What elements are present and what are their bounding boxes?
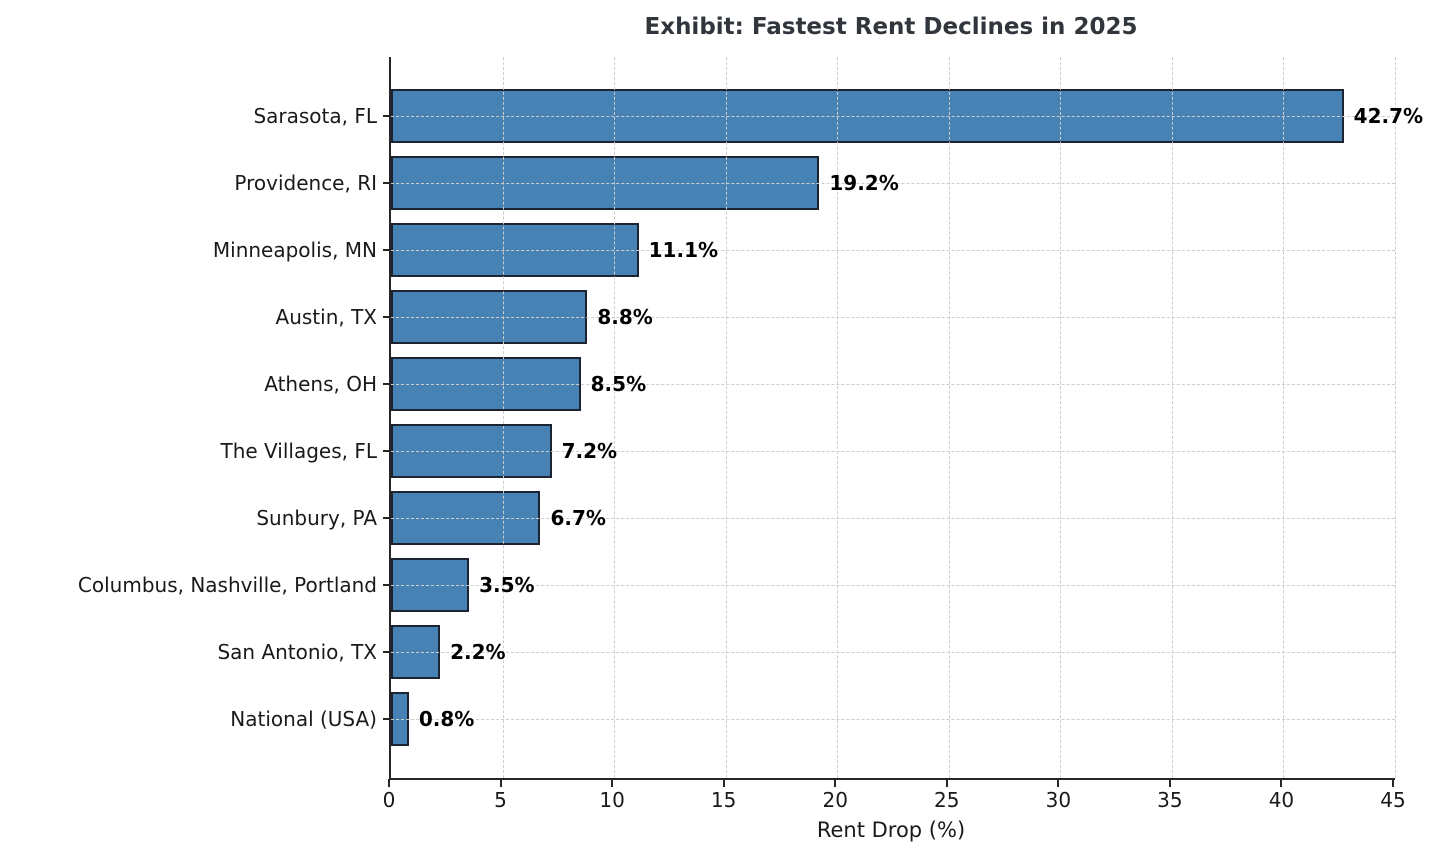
y-axis-tick xyxy=(383,249,389,251)
x-axis-tick xyxy=(945,779,948,787)
y-axis-tick xyxy=(383,115,389,117)
x-tick-label: 25 xyxy=(934,788,960,812)
category-label: The Villages, FL xyxy=(220,439,377,463)
vertical-gridline xyxy=(502,57,504,778)
y-axis-tick xyxy=(383,316,389,318)
x-axis-tick xyxy=(1057,779,1060,787)
vertical-gridline xyxy=(948,57,950,778)
y-axis-tick xyxy=(383,584,389,586)
category-label: Sarasota, FL xyxy=(253,104,377,128)
y-axis-tick xyxy=(383,517,389,519)
vertical-gridline xyxy=(614,57,616,778)
x-tick-label: 35 xyxy=(1157,788,1183,812)
vertical-gridline xyxy=(1060,57,1062,778)
x-axis-tick xyxy=(1280,779,1283,787)
category-label: National (USA) xyxy=(230,707,377,731)
vertical-gridline xyxy=(1395,57,1396,778)
x-axis-label: Rent Drop (%) xyxy=(816,818,966,842)
vertical-gridline xyxy=(725,57,727,778)
bar-value-label: 11.1% xyxy=(648,238,719,262)
horizontal-gridline xyxy=(391,719,1395,720)
y-axis-tick xyxy=(383,450,389,452)
x-axis-tick xyxy=(611,779,614,787)
horizontal-gridline xyxy=(391,384,1395,385)
horizontal-gridline xyxy=(391,451,1395,452)
bar-value-label: 42.7% xyxy=(1353,104,1424,128)
bar-value-label: 19.2% xyxy=(829,171,899,195)
horizontal-gridline xyxy=(391,518,1395,519)
x-axis-tick xyxy=(388,779,390,787)
bar-value-label: 8.8% xyxy=(597,305,653,329)
x-axis-tick xyxy=(499,779,502,787)
x-axis-tick xyxy=(834,779,837,787)
x-tick-label: 20 xyxy=(822,788,848,812)
bar-value-label: 6.7% xyxy=(550,506,606,530)
category-label: Sunbury, PA xyxy=(256,506,377,530)
y-axis-tick xyxy=(383,182,389,184)
category-label: Providence, RI xyxy=(234,171,377,195)
bar-value-label: 7.2% xyxy=(561,439,618,463)
category-label: Austin, TX xyxy=(275,305,377,329)
category-label: Athens, OH xyxy=(264,372,377,396)
y-axis-tick xyxy=(383,718,389,720)
x-tick-label: 30 xyxy=(1045,788,1072,812)
horizontal-gridline xyxy=(391,652,1395,653)
x-tick-label: 0 xyxy=(382,788,396,812)
x-tick-label: 45 xyxy=(1380,788,1406,812)
horizontal-gridline xyxy=(391,250,1395,251)
bar-value-label: 2.2% xyxy=(450,640,506,664)
horizontal-gridline xyxy=(391,317,1395,318)
category-label: Minneapolis, MN xyxy=(212,238,377,262)
x-tick-label: 5 xyxy=(494,788,507,812)
vertical-gridline xyxy=(1283,57,1285,778)
horizontal-gridline xyxy=(391,183,1395,184)
x-axis-tick xyxy=(1168,779,1171,787)
bar-value-label: 8.5% xyxy=(590,372,647,396)
vertical-gridline xyxy=(837,57,839,778)
x-tick-label: 15 xyxy=(710,788,737,812)
bar-value-label: 0.8% xyxy=(418,707,475,731)
plot-area: 42.7% 19.2% 11.1% 8.8% 8.5% 7.2% 6.7% 3.5% 2.2% 0… xyxy=(389,57,1423,780)
bar-value-label: 3.5% xyxy=(479,573,535,597)
x-tick-label: 40 xyxy=(1268,788,1295,812)
vertical-gridline xyxy=(1171,57,1173,778)
x-axis-tick xyxy=(722,779,725,787)
x-axis-tick xyxy=(1392,779,1394,787)
y-axis-tick xyxy=(383,651,389,653)
category-label: Columbus, Nashville, Portland xyxy=(77,573,377,597)
category-label: San Antonio, TX xyxy=(217,640,377,664)
x-tick-label: 10 xyxy=(599,788,625,812)
chart-title: Exhibit: Fastest Rent Declines in 2025 xyxy=(644,14,1138,40)
y-axis-tick xyxy=(383,383,389,385)
horizontal-gridline xyxy=(391,116,1395,117)
horizontal-gridline xyxy=(391,585,1395,586)
